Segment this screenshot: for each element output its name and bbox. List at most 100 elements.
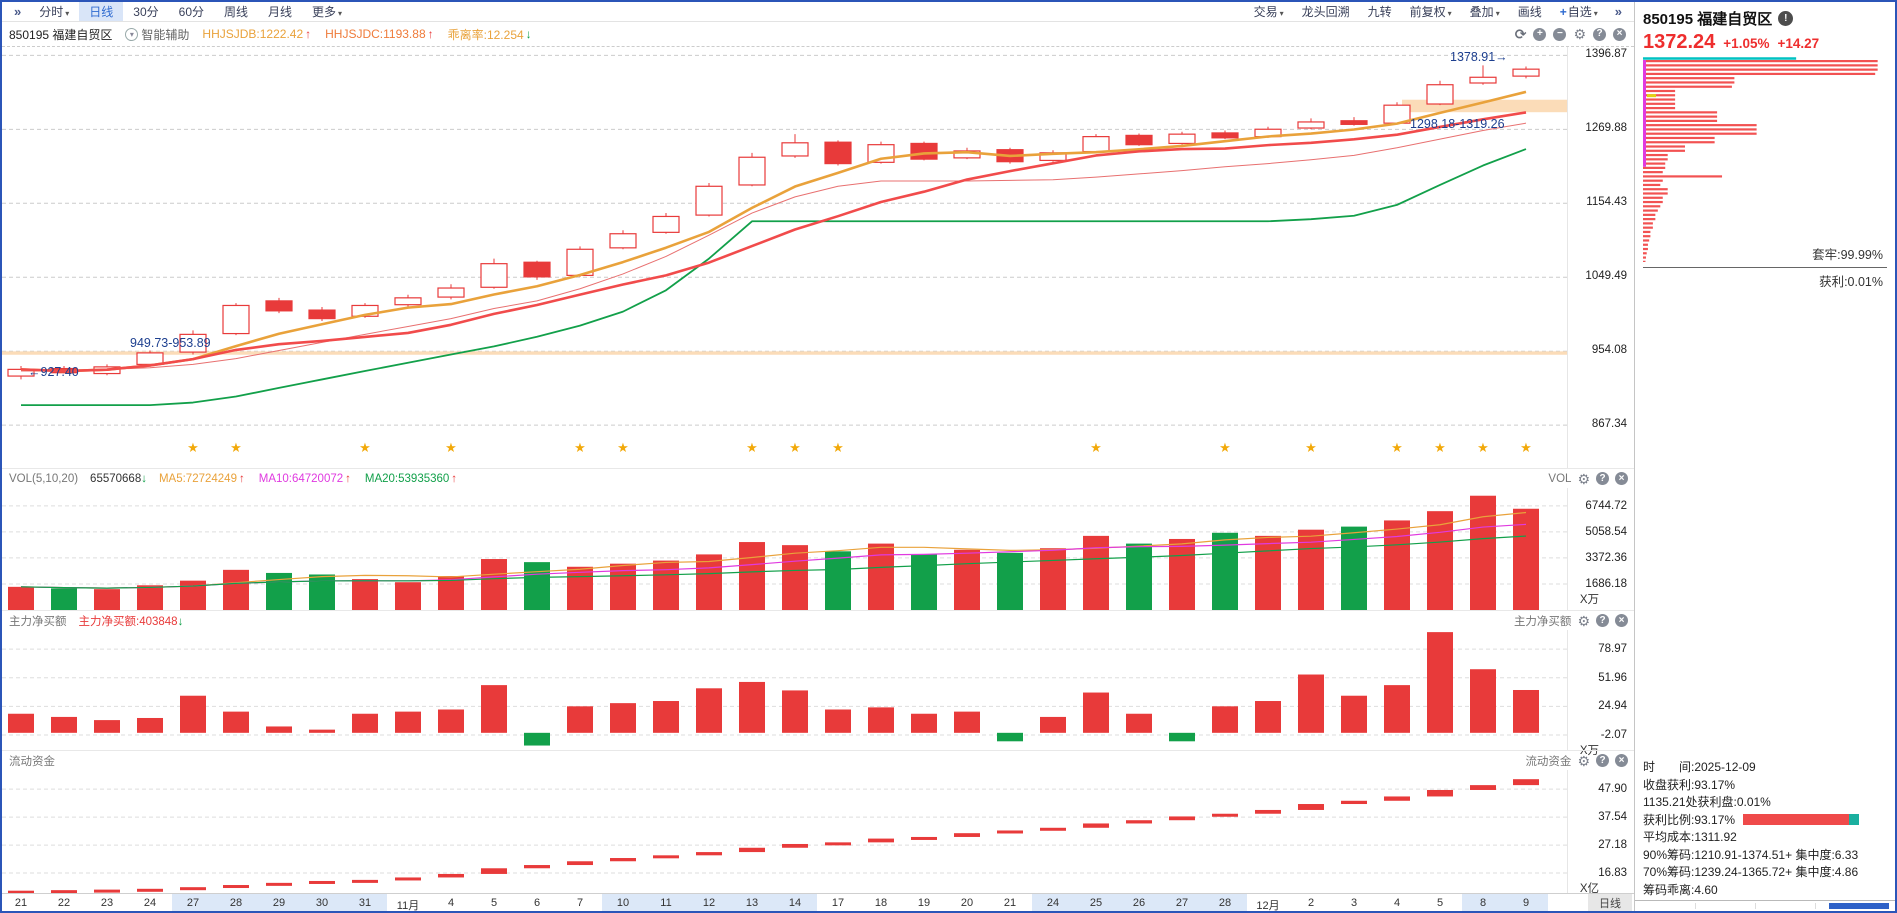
scrollbar-thumb[interactable]	[1829, 903, 1889, 909]
settings-icon[interactable]: ⚙	[1573, 26, 1586, 42]
help-icon[interactable]: ?	[1593, 27, 1606, 41]
zoom-in-icon[interactable]: +	[1533, 27, 1547, 41]
signal-star-icon: ★	[1090, 440, 1102, 455]
liquid-pane-title: 流动资金	[1525, 755, 1572, 768]
volume-chart[interactable]	[2, 488, 1567, 610]
zhuli-chart[interactable]	[2, 630, 1567, 750]
info-row: 90%筹码:1210.91-1374.51+ 集中度:6.33	[1643, 846, 1887, 864]
tab-日线[interactable]: 日线	[79, 2, 124, 21]
date-label: 20	[960, 897, 974, 909]
price-annotation: 949.73-953.89	[130, 336, 211, 350]
liquid-pane-controls: 流动资金 ⚙ ? ×	[1525, 753, 1628, 769]
week-band	[1461, 894, 1548, 911]
close-icon[interactable]: ×	[1615, 754, 1628, 767]
signal-star-icon: ★	[187, 440, 199, 455]
signal-star-icon: ★	[789, 440, 801, 455]
tab-更多[interactable]: 更多 ▾	[312, 5, 343, 19]
liquid-chart[interactable]	[2, 770, 1567, 894]
signal-star-icon: ★	[359, 440, 371, 455]
date-label: 26	[1132, 897, 1146, 909]
tab-30分[interactable]: 30分	[133, 5, 159, 19]
signal-star-icon: ★	[1219, 440, 1231, 455]
info-text: 90%筹码:1210.91-1374.51+ 集中度:6.33	[1643, 847, 1859, 862]
date-label: 27	[1175, 897, 1189, 909]
indicator-HHJSJDC: HHJSJDC:1193.88 ↑	[325, 26, 434, 43]
date-label: 28	[229, 897, 243, 909]
tool-九转[interactable]: 九转	[1367, 5, 1392, 19]
tab-60分[interactable]: 60分	[178, 5, 204, 19]
info-row: 获利比例:93.17%	[1643, 811, 1887, 829]
vol-ma: MA20:53935360 ↑	[365, 473, 457, 485]
info-row: 时 间:2025-12-09	[1643, 758, 1887, 776]
caret-down-icon: ▾	[1495, 9, 1500, 18]
signal-star-icon: ★	[1305, 440, 1317, 455]
y-axis-label: 16.83	[1598, 867, 1627, 880]
chip-distribution-chart[interactable]	[1643, 57, 1890, 263]
side-scrollbar[interactable]	[1635, 900, 1895, 911]
date-label: 28	[1218, 897, 1232, 909]
period-button[interactable]: 日线	[1588, 894, 1632, 911]
signal-star-icon: ★	[1520, 440, 1532, 455]
chart-column: » 分时 ▾ 日线 30分 60分 周线 月线 更多 ▾ 交易 ▾ 龙头回溯 九转 前复权 ▾ 叠加 ▾ 画线 +…	[2, 2, 1634, 911]
liquid-y-axis: 47.90 37.54 27.18 16.83 X亿	[1567, 770, 1633, 895]
profit-ratio-label: 获利:0.01%	[1819, 275, 1883, 289]
liquid-pane: 47.90 37.54 27.18 16.83 X亿	[2, 770, 1634, 895]
date-label: 4	[447, 897, 455, 909]
y-axis-label: 1396.87	[1585, 48, 1627, 61]
close-icon[interactable]: ×	[1615, 472, 1628, 485]
y-axis-label: -2.07	[1600, 729, 1627, 741]
y-axis-label: 1154.43	[1586, 196, 1627, 209]
signal-star-icon: ★	[1477, 440, 1489, 455]
settings-icon[interactable]: ⚙	[1577, 470, 1590, 487]
vol-ma-text: MA20:53935360	[364, 472, 450, 485]
tool-龙头回溯[interactable]: 龙头回溯	[1301, 5, 1350, 19]
signal-star-icon: ★	[1434, 440, 1446, 455]
tab-分时[interactable]: 分时 ▾	[39, 5, 70, 19]
main-chart-controls: ⟳ + − ⚙ ? ×	[1515, 26, 1626, 43]
more-tools-icon[interactable]: »	[1614, 4, 1622, 19]
date-label: 6	[533, 897, 541, 909]
zhuli-pane-header: 主力净买额 主力净买额:403848↓ 主力净买额 ⚙ ? ×	[2, 610, 1634, 630]
tab-月线[interactable]: 月线	[268, 5, 293, 19]
volume-pane-controls: VOL ⚙ ? ×	[1548, 472, 1628, 486]
price-annotation: ←927.40	[28, 365, 79, 379]
date-label: 31	[358, 897, 372, 909]
y-axis-label: 867.34	[1591, 418, 1627, 431]
info-icon[interactable]: !	[1778, 11, 1794, 26]
expand-icon[interactable]: »	[14, 4, 22, 19]
zoom-out-icon[interactable]: −	[1553, 27, 1567, 41]
y-axis-label: 5058.54	[1585, 525, 1627, 538]
vol-value: 65570668↓	[90, 472, 147, 485]
smart-assist-toggle[interactable]: ▾ 智能辅助	[125, 26, 189, 43]
tool-叠加[interactable]: 叠加 ▾	[1469, 5, 1500, 19]
y-axis-label: 954.08	[1591, 344, 1627, 357]
signal-star-icon: ★	[617, 440, 629, 455]
close-icon[interactable]: ×	[1613, 27, 1626, 41]
y-axis-label: 3372.36	[1585, 551, 1627, 564]
close-icon[interactable]: ×	[1615, 614, 1628, 627]
change-percent: +1.05%	[1723, 36, 1770, 51]
date-label: 12	[702, 897, 716, 909]
tab-周线[interactable]: 周线	[224, 5, 249, 19]
tool-画线[interactable]: 画线	[1517, 5, 1542, 19]
info-row: 平均成本:1311.92	[1643, 828, 1887, 846]
side-title-row: 850195 福建自贸区 !	[1635, 2, 1895, 29]
up-arrow-icon: ↑	[345, 472, 351, 485]
y-axis-label: 37.54	[1598, 811, 1627, 824]
settings-icon[interactable]: ⚙	[1577, 612, 1590, 629]
tool-交易[interactable]: 交易 ▾	[1253, 5, 1284, 19]
help-icon[interactable]: ?	[1596, 472, 1609, 485]
tool-自选[interactable]: +自选 ▾	[1559, 5, 1598, 19]
tool-前复权[interactable]: 前复权 ▾	[1409, 5, 1452, 19]
refresh-icon[interactable]: ⟳	[1514, 25, 1527, 42]
help-icon[interactable]: ?	[1596, 614, 1609, 627]
help-icon[interactable]: ?	[1596, 754, 1609, 767]
info-text: 收盘获利:93.17%	[1643, 777, 1736, 792]
settings-icon[interactable]: ⚙	[1577, 752, 1590, 769]
candlestick-chart[interactable]: ★ ★ ★ ★ ★ ★ ★ ★ ★ ★ ★ ★ ★ ★ ★ ★ 1378.91→ 1298.18-1319.26 9…	[2, 47, 1567, 468]
y-axis-label: 1269.88	[1585, 122, 1627, 135]
y-axis-label: 1049.49	[1585, 270, 1627, 283]
side-panel: 850195 福建自贸区 ! 1372.24 +1.05% +14.27 套牢:…	[1634, 2, 1895, 911]
zhuli-value: 主力净买额:403848↓	[78, 615, 184, 628]
date-label: 4	[1393, 897, 1401, 909]
